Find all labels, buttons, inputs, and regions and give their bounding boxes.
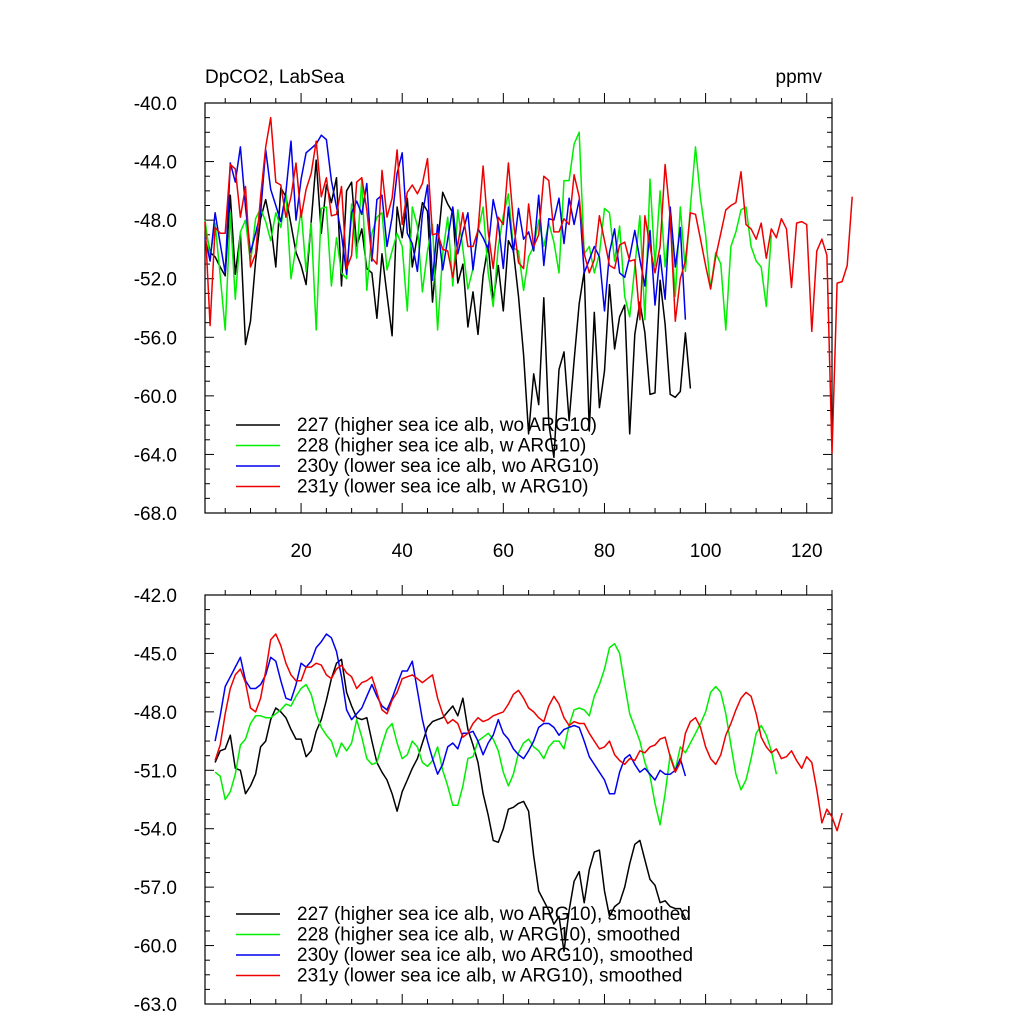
- y-tick-label: -51.0: [134, 761, 177, 782]
- y-tick-label: -60.0: [134, 937, 177, 958]
- y-tick-label: -56.0: [134, 328, 177, 349]
- y-tick-label: -48.0: [134, 703, 177, 724]
- series-line-231y: [204, 116, 853, 454]
- legend-label-227: 227 (higher sea ice alb, wo ARG10): [297, 415, 597, 436]
- y-tick-label: -63.0: [134, 995, 177, 1016]
- x-tick-label: 100: [690, 541, 722, 562]
- legend-label-228: 228 (higher sea ice alb, w ARG10), smoot…: [297, 925, 680, 946]
- chart-title: DpCO2, LabSea: [205, 67, 345, 88]
- top-panel: -40.0 -44.0 -48.0 -52.0 -56.0 -60.0 -64.0 -68.0…: [134, 67, 853, 562]
- legend-label-230y: 230y (lower sea ice alb, wo ARG10): [297, 456, 599, 477]
- units-label: ppmv: [776, 67, 823, 88]
- y-tick-label: -64.0: [134, 445, 177, 466]
- y-tick-label: -42.0: [134, 586, 177, 607]
- y-tick-label: -54.0: [134, 820, 177, 841]
- y-tick-label: -68.0: [134, 504, 177, 525]
- series-line-230y: [204, 134, 687, 320]
- series-line-230y: [214, 633, 687, 795]
- x-tick-label: 40: [392, 541, 413, 562]
- legend-label-231y: 231y (lower sea ice alb, w ARG10): [297, 477, 588, 498]
- y-tick-label: -57.0: [134, 878, 177, 899]
- y-tick-label: -40.0: [134, 94, 177, 115]
- series-line-228: [204, 131, 773, 331]
- x-tick-label: 80: [594, 541, 615, 562]
- y-tick-label: -44.0: [134, 153, 177, 174]
- x-tick-label: 120: [791, 541, 823, 562]
- legend-label-227: 227 (higher sea ice alb, wo ARG10), smoo…: [297, 904, 691, 925]
- legend-label-230y: 230y (lower sea ice alb, wo ARG10), smoo…: [297, 945, 693, 966]
- bottom-panel: -42.0 -45.0 -48.0 -51.0 -54.0 -57.0 -60.0 -63.0…: [134, 585, 843, 1016]
- y-tick-label: -52.0: [134, 270, 177, 291]
- y-tick-label: -48.0: [134, 211, 177, 232]
- y-tick-label: -45.0: [134, 644, 177, 665]
- legend-label-231y: 231y (lower sea ice alb, w ARG10), smoot…: [297, 966, 682, 987]
- y-tick-label: -60.0: [134, 387, 177, 408]
- legend-label-228: 228 (higher sea ice alb, w ARG10): [297, 436, 586, 457]
- series-line-231y: [214, 633, 843, 832]
- x-tick-label: 60: [493, 541, 514, 562]
- x-tick-label: 20: [291, 541, 312, 562]
- series-line-227: [214, 658, 687, 953]
